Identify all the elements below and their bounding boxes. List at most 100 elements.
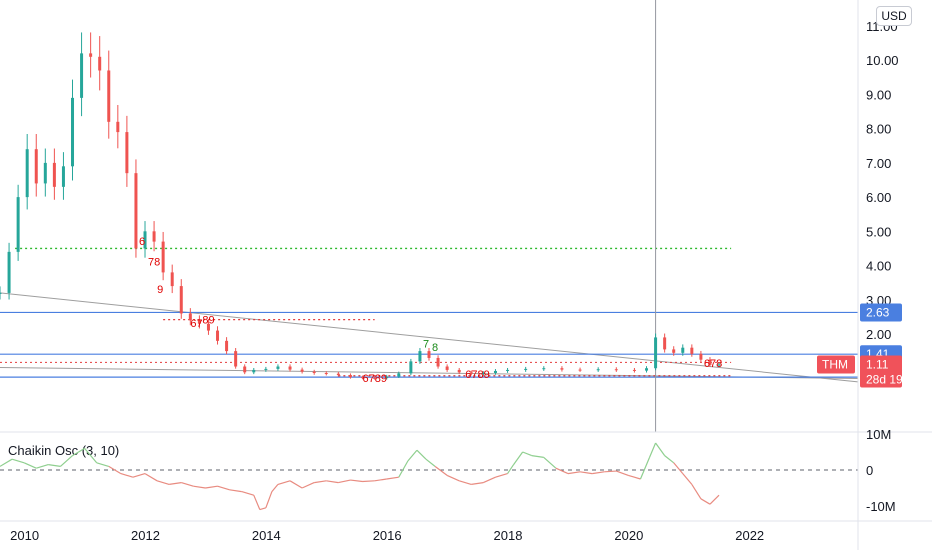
oscillator-line-segment <box>507 464 515 474</box>
time-axis-tick-label: 2010 <box>10 528 39 543</box>
price-bar <box>197 320 201 324</box>
price-axis-tick-label: 6.00 <box>866 190 891 205</box>
price-bar <box>481 373 485 375</box>
symbol-badge-label: THM <box>822 357 848 371</box>
oscillator-line-segment <box>495 473 508 478</box>
oscillator-line-segment <box>253 494 261 510</box>
price-axis-tick-label: 9.00 <box>866 87 891 102</box>
oscillator-line-segment <box>522 451 532 457</box>
td-count-label: 89 <box>202 315 214 327</box>
price-bar <box>614 369 618 371</box>
oscillator-line-segment <box>23 462 37 469</box>
oscillator-line-segment <box>459 480 472 485</box>
price-bar <box>385 376 389 379</box>
symbol-badge <box>817 355 855 374</box>
oscillator-line-segment <box>579 471 593 475</box>
price-bar <box>524 368 528 370</box>
price-bar <box>116 121 120 133</box>
oscillator-line-segment <box>338 479 351 484</box>
oscillator-line-segment <box>543 456 557 469</box>
oscillator-title: Chaikin Osc (3, 10) <box>8 443 119 458</box>
time-axis-tick-label: 2014 <box>252 528 281 543</box>
price-bar <box>43 162 47 184</box>
price-axis-tick-label: 2.00 <box>866 327 891 342</box>
oscillator-line-segment <box>555 467 569 475</box>
oscillator-line-segment <box>96 462 109 467</box>
price-bar <box>717 364 721 366</box>
td-count-label: 8 <box>432 342 438 354</box>
price-bar <box>397 373 401 377</box>
price-bar <box>152 231 156 242</box>
oscillator-line-segment <box>181 482 194 487</box>
price-bar <box>672 349 676 353</box>
price-bar <box>596 369 600 371</box>
oscillator-line-segment <box>639 457 651 480</box>
price-bar <box>80 53 84 98</box>
oscillator-line-segment <box>664 455 675 464</box>
price-bar <box>632 369 636 371</box>
oscillator-axis-tick-label: 0 <box>866 463 873 478</box>
oscillator-line-segment <box>259 507 267 511</box>
price-bar <box>243 366 247 373</box>
td-count-label: 67 <box>190 318 202 330</box>
oscillator-line-segment <box>434 465 448 476</box>
trend-line <box>0 292 859 383</box>
current-price-label: 1.11 <box>866 357 889 371</box>
price-bar <box>125 132 129 174</box>
level-badge-label: 2.63 <box>866 305 890 319</box>
oscillator-line-segment <box>374 478 387 482</box>
price-bar <box>663 337 667 350</box>
td-count-label: 9 <box>157 284 163 296</box>
price-bar <box>681 347 685 353</box>
oscillator-line-segment <box>446 474 460 482</box>
oscillator-line-segment <box>156 480 170 485</box>
oscillator-line-segment <box>241 491 254 496</box>
oscillator-pane[interactable]: Chaikin Osc (3, 10) <box>0 442 858 511</box>
oscillator-line-segment <box>265 491 273 509</box>
oscillator-line-segment <box>48 464 61 467</box>
price-bar <box>225 340 229 352</box>
price-bar <box>324 373 328 375</box>
td-count-label: 7 <box>423 339 429 351</box>
oscillator-line-segment <box>205 485 218 489</box>
countdown-label: 28d 19h <box>866 372 909 386</box>
oscillator-line-segment <box>72 447 85 457</box>
oscillator-line-segment <box>616 470 629 476</box>
price-bar <box>288 366 292 370</box>
oscillator-line-segment <box>398 460 409 478</box>
oscillator-line-segment <box>416 449 427 460</box>
price-bar <box>216 330 220 341</box>
price-bar <box>143 231 147 249</box>
price-bar <box>361 377 365 379</box>
oscillator-line-segment <box>84 448 98 464</box>
time-axis-tick-label: 2012 <box>131 528 160 543</box>
oscillator-line-segment <box>655 442 666 456</box>
price-bar <box>134 173 138 249</box>
price-bar <box>690 347 694 354</box>
oscillator-line-segment <box>301 482 315 489</box>
price-bar <box>179 286 183 314</box>
oscillator-line-segment <box>289 480 303 489</box>
price-bar <box>336 373 340 376</box>
currency-button[interactable]: USD <box>876 6 912 26</box>
price-bar <box>107 70 111 122</box>
oscillator-line-segment <box>700 498 711 505</box>
price-bar <box>493 370 497 374</box>
td-count-label: 6789 <box>363 373 387 385</box>
price-bar <box>699 353 703 360</box>
oscillator-line-segment <box>314 480 327 484</box>
oscillator-line-segment <box>217 485 230 491</box>
oscillator-line-segment <box>592 471 605 475</box>
oscillator-line-segment <box>673 462 684 474</box>
price-bar <box>52 162 56 187</box>
oscillator-line-segment <box>691 484 702 500</box>
price-bar <box>427 351 431 358</box>
oscillator-line-segment <box>193 485 206 489</box>
price-bar <box>234 351 238 367</box>
price-bar <box>560 368 564 370</box>
price-bar <box>7 251 11 293</box>
price-bar <box>469 372 473 374</box>
